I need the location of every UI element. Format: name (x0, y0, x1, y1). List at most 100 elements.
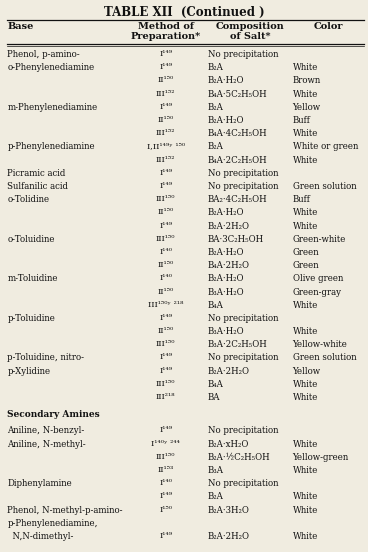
Text: p-Phenylenediamine,: p-Phenylenediamine, (7, 519, 98, 528)
Text: Olive green: Olive green (293, 274, 343, 283)
Text: II¹⁵⁰: II¹⁵⁰ (158, 261, 174, 269)
Text: BA₂·4C₂H₅OH: BA₂·4C₂H₅OH (208, 195, 268, 204)
Text: No precipitation: No precipitation (208, 479, 279, 488)
Text: White: White (293, 380, 318, 389)
Text: B₄A: B₄A (208, 380, 224, 389)
Text: Yellow: Yellow (293, 103, 321, 112)
Text: Yellow-green: Yellow-green (293, 453, 349, 462)
Text: White: White (293, 208, 318, 217)
Text: No precipitation: No precipitation (208, 353, 279, 363)
Text: B₂A·H₂O: B₂A·H₂O (208, 116, 244, 125)
Text: m-Toluidine: m-Toluidine (7, 274, 58, 283)
Text: Buff: Buff (293, 116, 311, 125)
Text: Base: Base (7, 22, 34, 31)
Text: I¹⁴⁹: I¹⁴⁹ (159, 221, 172, 230)
Text: No precipitation: No precipitation (208, 314, 279, 323)
Text: B₃A·H₂O: B₃A·H₂O (208, 288, 245, 296)
Text: Picramic acid: Picramic acid (7, 169, 66, 178)
Text: White: White (293, 466, 318, 475)
Text: B₂A: B₂A (208, 492, 224, 501)
Text: Buff: Buff (293, 195, 311, 204)
Text: Phenol, p-amino-: Phenol, p-amino- (7, 50, 80, 59)
Text: II¹⁵⁰: II¹⁵⁰ (158, 327, 174, 335)
Text: B₂A·H₂O: B₂A·H₂O (208, 208, 244, 217)
Text: White: White (293, 439, 318, 449)
Text: I¹⁴⁰ʸ ²⁴⁴: I¹⁴⁰ʸ ²⁴⁴ (151, 439, 180, 448)
Text: III¹⁵²: III¹⁵² (156, 129, 175, 137)
Text: III¹⁵⁰: III¹⁵⁰ (156, 235, 175, 243)
Text: II¹⁵³: II¹⁵³ (158, 466, 174, 474)
Text: I¹⁴⁰: I¹⁴⁰ (159, 248, 172, 256)
Text: p-Phenylenediamine: p-Phenylenediamine (7, 142, 95, 151)
Text: o-Phenylenediamine: o-Phenylenediamine (7, 63, 95, 72)
Text: I¹⁴⁰: I¹⁴⁰ (159, 479, 172, 487)
Text: Aniline, N-methyl-: Aniline, N-methyl- (7, 439, 86, 449)
Text: o-Tolidine: o-Tolidine (7, 195, 49, 204)
Text: B₂A·½C₂H₅OH: B₂A·½C₂H₅OH (208, 453, 270, 462)
Text: III¹⁵²: III¹⁵² (156, 156, 175, 163)
Text: B₄A·2C₂H₅OH: B₄A·2C₂H₅OH (208, 156, 268, 164)
Text: m-Phenylenediamine: m-Phenylenediamine (7, 103, 98, 112)
Text: B₃A·H₂O: B₃A·H₂O (208, 327, 245, 336)
Text: White: White (293, 63, 318, 72)
Text: No precipitation: No precipitation (208, 182, 279, 191)
Text: White: White (293, 301, 318, 310)
Text: N,N-dimethyl-: N,N-dimethyl- (7, 532, 74, 541)
Text: I¹⁴⁹: I¹⁴⁹ (159, 169, 172, 177)
Text: White: White (293, 327, 318, 336)
Text: White: White (293, 156, 318, 164)
Text: I,II¹⁴⁹ʸ ¹⁵⁰: I,II¹⁴⁹ʸ ¹⁵⁰ (146, 142, 185, 150)
Text: Sulfanilic acid: Sulfanilic acid (7, 182, 68, 191)
Text: II¹⁵⁰: II¹⁵⁰ (158, 116, 174, 124)
Text: BA: BA (208, 393, 220, 402)
Text: B₂A: B₂A (208, 142, 224, 151)
Text: B₃A·2C₂H₅OH: B₃A·2C₂H₅OH (208, 340, 268, 349)
Text: B₂A·H₂O: B₂A·H₂O (208, 274, 244, 283)
Text: o-Toluidine: o-Toluidine (7, 235, 55, 244)
Text: I¹⁴⁹: I¹⁴⁹ (159, 427, 172, 434)
Text: Secondary Amines: Secondary Amines (7, 410, 100, 420)
Text: B₂A·2H₂O: B₂A·2H₂O (208, 367, 250, 376)
Text: B₂A·H₂O: B₂A·H₂O (208, 76, 244, 86)
Text: White: White (293, 532, 318, 541)
Text: B₄A·5C₂H₅OH: B₄A·5C₂H₅OH (208, 89, 268, 99)
Text: I¹⁴⁹: I¹⁴⁹ (159, 103, 172, 111)
Text: III¹⁵⁰: III¹⁵⁰ (156, 195, 175, 203)
Text: No precipitation: No precipitation (208, 169, 279, 178)
Text: Green-white: Green-white (293, 235, 346, 244)
Text: I¹⁴⁹: I¹⁴⁹ (159, 492, 172, 501)
Text: B₂A·2H₂O: B₂A·2H₂O (208, 221, 250, 231)
Text: Yellow: Yellow (293, 367, 321, 376)
Text: I¹⁴⁹: I¹⁴⁹ (159, 367, 172, 375)
Text: Composition
of Salt*: Composition of Salt* (216, 22, 284, 41)
Text: I¹⁴⁹: I¹⁴⁹ (159, 532, 172, 540)
Text: I¹⁴⁹: I¹⁴⁹ (159, 63, 172, 71)
Text: III²¹⁸: III²¹⁸ (156, 393, 175, 401)
Text: III¹⁵⁰: III¹⁵⁰ (156, 453, 175, 461)
Text: Green solution: Green solution (293, 353, 356, 363)
Text: White: White (293, 89, 318, 99)
Text: White or green: White or green (293, 142, 358, 151)
Text: p-Toluidine, nitro-: p-Toluidine, nitro- (7, 353, 84, 363)
Text: White: White (293, 506, 318, 514)
Text: B₄A·2H₂O: B₄A·2H₂O (208, 261, 250, 270)
Text: Color: Color (314, 22, 343, 31)
Text: III¹⁵⁰: III¹⁵⁰ (156, 340, 175, 348)
Text: II¹⁵⁰: II¹⁵⁰ (158, 288, 174, 295)
Text: Brown: Brown (293, 76, 321, 86)
Text: Green: Green (293, 261, 319, 270)
Text: TABLE XII  (Continued ): TABLE XII (Continued ) (104, 6, 264, 19)
Text: B₂A·xH₂O: B₂A·xH₂O (208, 439, 249, 449)
Text: Green solution: Green solution (293, 182, 356, 191)
Text: Method of
Preparation*: Method of Preparation* (131, 22, 201, 41)
Text: No precipitation: No precipitation (208, 427, 279, 436)
Text: I¹⁴⁹: I¹⁴⁹ (159, 314, 172, 322)
Text: I¹⁵⁰: I¹⁵⁰ (159, 506, 172, 513)
Text: No precipitation: No precipitation (208, 50, 279, 59)
Text: B₂A·2H₂O: B₂A·2H₂O (208, 532, 250, 541)
Text: I¹⁴⁹: I¹⁴⁹ (159, 50, 172, 58)
Text: III¹⁵²: III¹⁵² (156, 89, 175, 98)
Text: Phenol, N-methyl-p-amino-: Phenol, N-methyl-p-amino- (7, 506, 123, 514)
Text: p-Xylidine: p-Xylidine (7, 367, 50, 376)
Text: II¹⁵⁰: II¹⁵⁰ (158, 208, 174, 216)
